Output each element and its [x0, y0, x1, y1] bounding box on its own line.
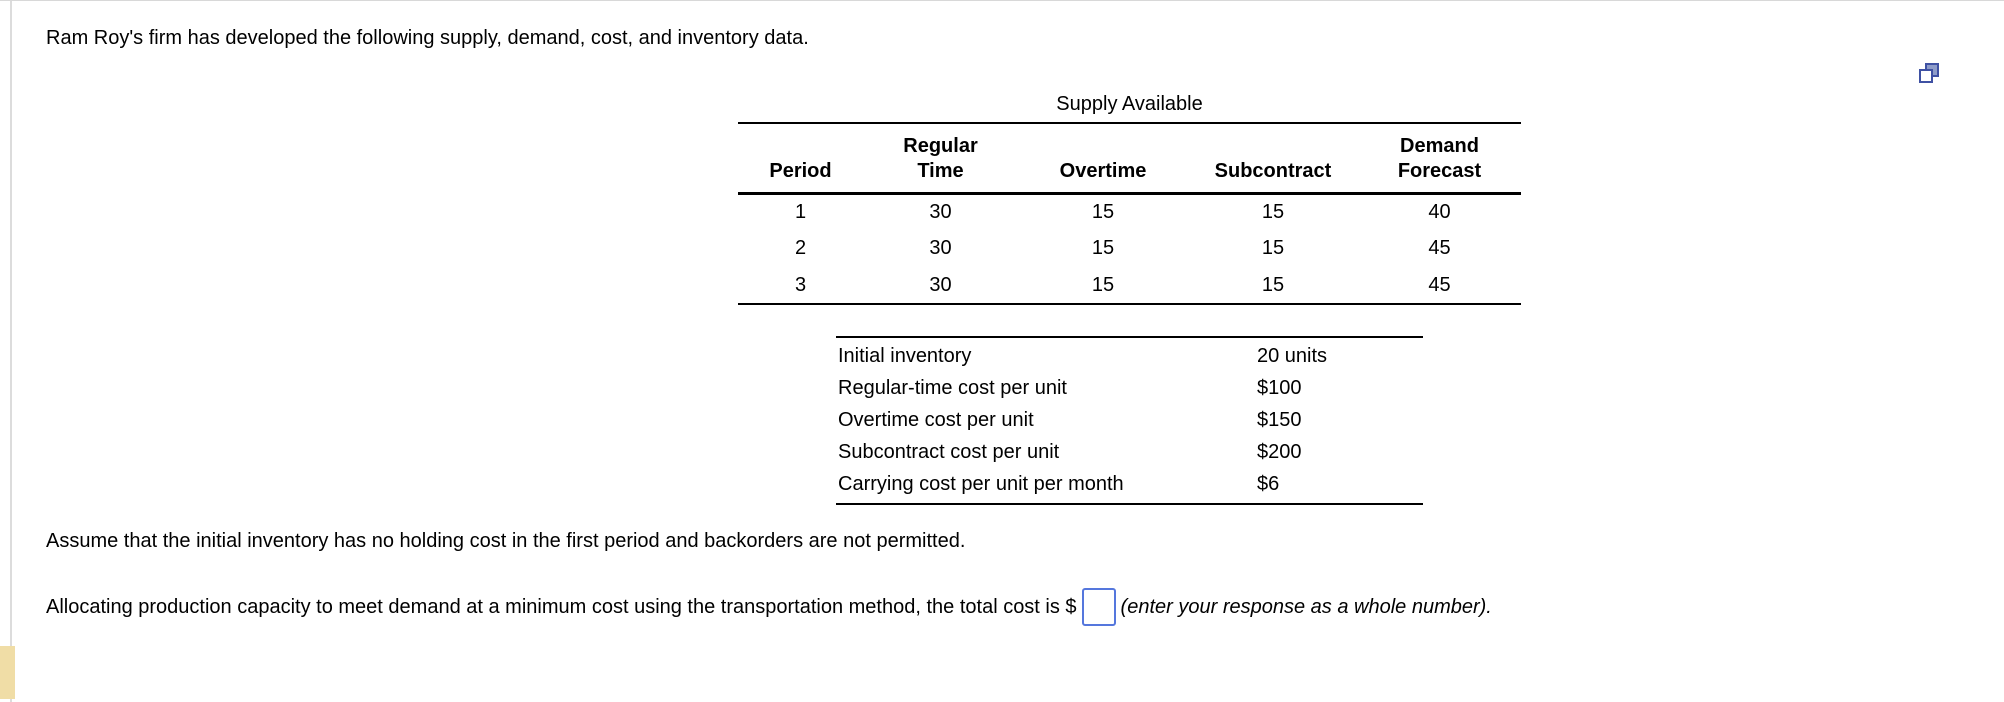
cost-label: Subcontract cost per unit [838, 440, 1060, 463]
table-row: 2 30 15 15 45 [738, 230, 1521, 267]
cost-value: 20 units [1257, 344, 1328, 367]
table-cell: 30 [929, 237, 952, 259]
supply-table: Supply Available Period Regular Time Ove… [738, 89, 1521, 305]
cost-label: Overtime cost per unit [838, 408, 1034, 431]
cost-row-carrying: Carrying cost per unit per month $6 [836, 468, 1423, 500]
table-cell: 1 [794, 200, 807, 223]
header-line2: Forecast [1397, 159, 1482, 182]
supply-table-title: Supply Available [738, 89, 1521, 124]
cost-label: Carrying cost per unit per month [838, 472, 1124, 495]
table-cell: 15 [1261, 237, 1285, 259]
answer-prompt-line: Allocating production capacity to meet d… [46, 587, 1492, 627]
cost-row-subcontract: Subcontract cost per unit $200 [836, 436, 1423, 468]
cost-value: $6 [1257, 472, 1280, 495]
table-cell: 30 [929, 200, 952, 223]
table-row: 3 30 15 15 45 [738, 267, 1521, 305]
question-intro-text: Ram Roy's firm has developed the followi… [46, 27, 809, 49]
cost-value: $200 [1257, 440, 1302, 463]
prompt-text-before: Allocating production capacity to meet d… [46, 595, 1077, 618]
header-line2: Period [769, 159, 832, 182]
table-cell: 15 [1188, 267, 1358, 305]
column-header-overtime: Overtime [1018, 123, 1188, 195]
popout-icon[interactable] [1917, 61, 1941, 85]
table-row: 1 30 15 15 40 [738, 193, 1521, 230]
table-cell: 45 [1358, 267, 1521, 305]
header-line2: Time [917, 159, 964, 182]
header-line1: Regular [903, 134, 978, 157]
table-cell: 30 [863, 267, 1018, 305]
table-cell: 15 [1261, 200, 1285, 223]
cost-label: Regular-time cost per unit [838, 376, 1067, 399]
table-cell: 45 [1428, 237, 1451, 259]
cost-row-overtime: Overtime cost per unit $150 [836, 404, 1423, 436]
column-header-demand-forecast: Demand Forecast [1358, 123, 1521, 195]
supply-table-header-row: Period Regular Time Overtime Subcontract [738, 123, 1521, 195]
assumption-text: Assume that the initial inventory has no… [46, 530, 966, 552]
table-cell: 3 [738, 267, 863, 305]
cost-value: $100 [1257, 376, 1302, 399]
table-cell: 15 [1091, 200, 1115, 223]
table-cell: 15 [1018, 267, 1188, 305]
header-line2: Subcontract [1214, 159, 1332, 182]
table-cell: 2 [794, 237, 807, 259]
column-header-regular-time: Regular Time [863, 123, 1018, 195]
cost-row-regular-time: Regular-time cost per unit $100 [836, 372, 1423, 404]
cost-label: Initial inventory [838, 344, 972, 367]
header-line1: Demand [1400, 134, 1479, 157]
column-header-period: Period [738, 123, 863, 195]
overlapping-squares-icon [1919, 63, 1939, 83]
table-cell: 40 [1428, 200, 1451, 223]
cost-row-initial-inventory: Initial inventory 20 units [836, 340, 1423, 372]
supply-table-title-row: Supply Available [738, 89, 1521, 124]
column-header-subcontract: Subcontract [1188, 123, 1358, 195]
header-line2: Overtime [1059, 159, 1147, 182]
left-highlight-marker [0, 646, 15, 699]
cost-value: $150 [1257, 408, 1302, 431]
cost-table: Initial inventory 20 units Regular-time … [836, 336, 1423, 505]
table-cell: 15 [1091, 237, 1115, 259]
answer-input[interactable] [1081, 588, 1116, 626]
prompt-text-after: (enter your response as a whole number). [1120, 595, 1492, 618]
left-border-rule [10, 1, 12, 702]
